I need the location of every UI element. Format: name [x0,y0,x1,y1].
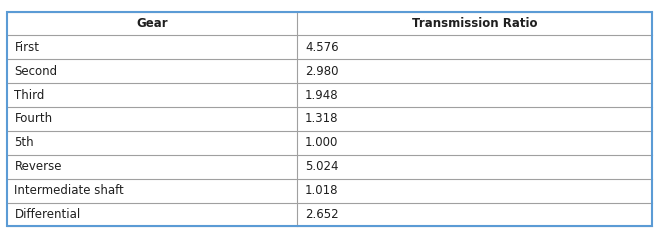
Text: Gear: Gear [136,17,167,30]
Text: 1.948: 1.948 [305,89,339,102]
Text: 5th: 5th [14,136,34,149]
Text: 1.000: 1.000 [305,136,339,149]
Text: Fourth: Fourth [14,112,53,125]
Text: 4.576: 4.576 [305,41,339,54]
Text: 2.652: 2.652 [305,208,339,221]
Text: 5.024: 5.024 [305,160,339,173]
Text: Intermediate shaft: Intermediate shaft [14,184,125,197]
Text: Third: Third [14,89,45,102]
Text: Reverse: Reverse [14,160,62,173]
Text: Transmission Ratio: Transmission Ratio [412,17,538,30]
Text: 1.018: 1.018 [305,184,339,197]
Text: Differential: Differential [14,208,81,221]
Text: Second: Second [14,65,57,78]
Text: 1.318: 1.318 [305,112,339,125]
Text: First: First [14,41,40,54]
Text: 2.980: 2.980 [305,65,339,78]
